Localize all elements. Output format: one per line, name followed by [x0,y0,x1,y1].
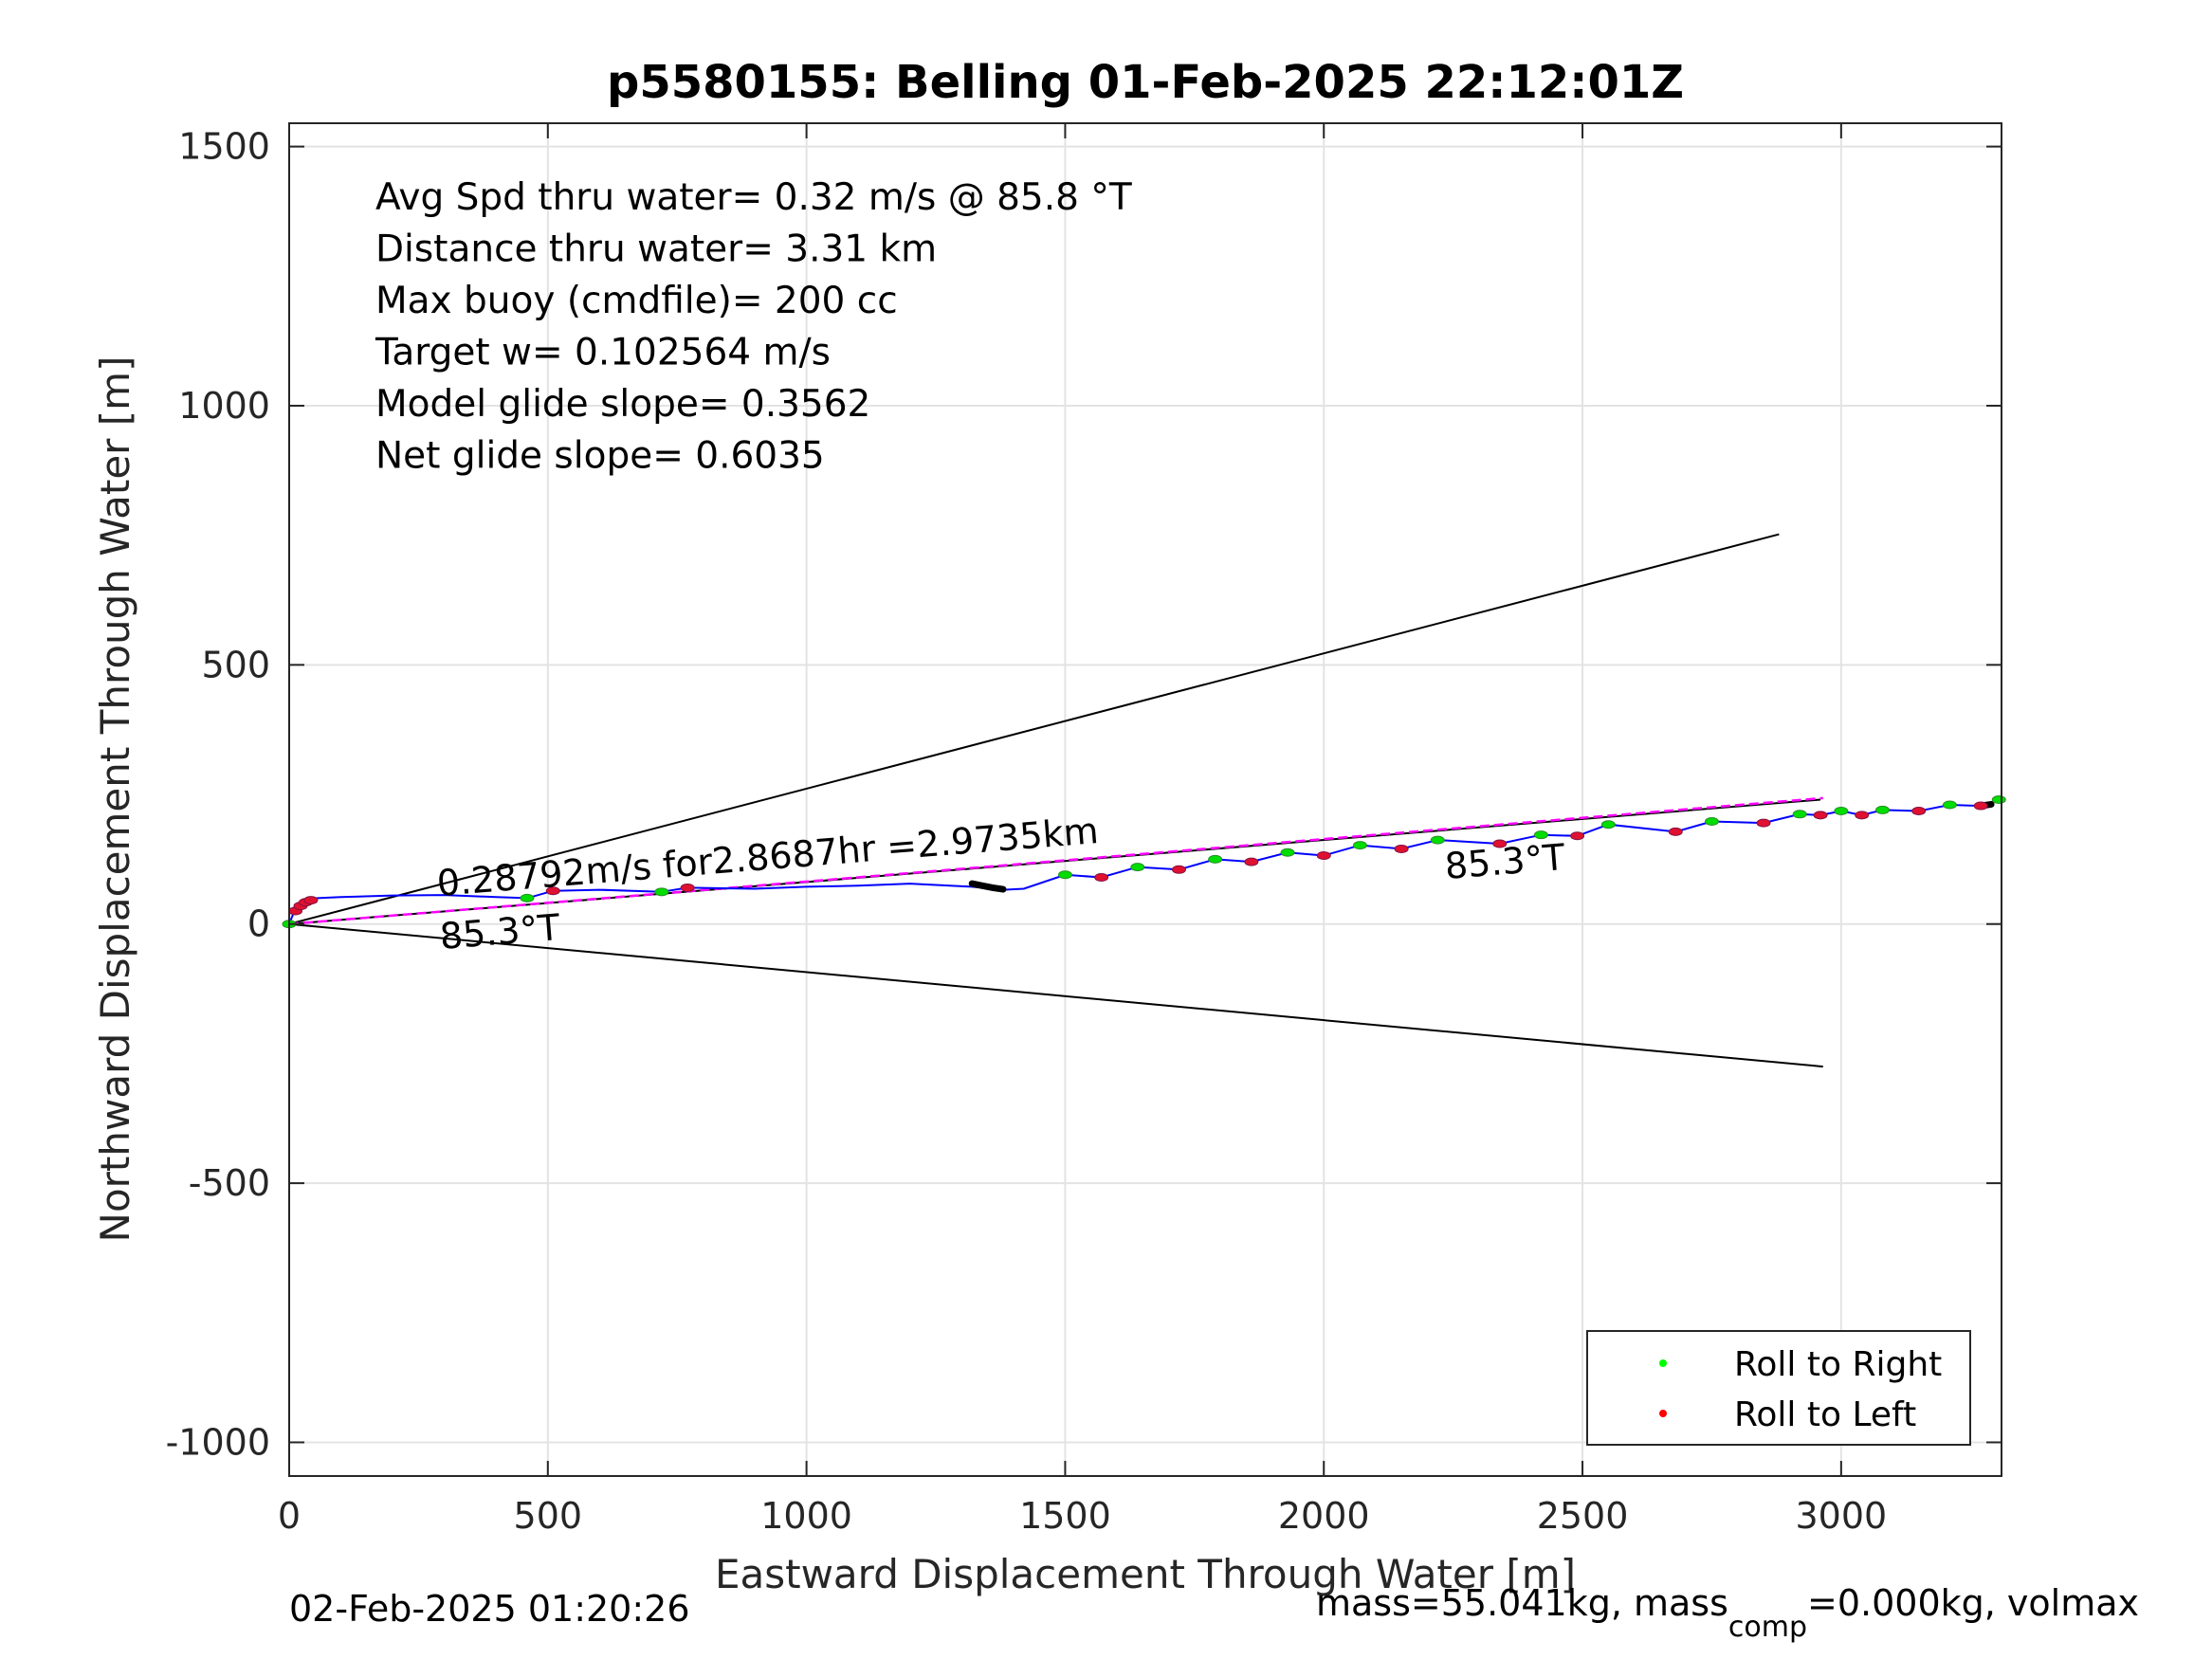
roll-right-point [1208,854,1223,864]
footer-timestamp: 02-Feb-2025 01:20:26 [289,1588,690,1630]
x-tick-label: 0 [278,1495,301,1537]
ticks: 0 500 1000 1500 2000 2500 3000 -1000 -500 0 500 100… [166,123,2002,1537]
roll-right-point [1430,835,1445,845]
roll-left-point [680,883,695,892]
roll-left-point [303,896,319,905]
y-tick-label: -500 [189,1162,270,1204]
mass-text-b: =0.000kg, volmax [1807,1582,2140,1624]
x-tick-label: 3000 [1795,1495,1887,1537]
roll-right-point [1991,795,2006,804]
roll-left-point [545,886,560,896]
heading-label-left: 85.3°T [438,906,562,957]
roll-left-point [1668,827,1683,836]
reference-line [288,533,1780,925]
grid [288,123,2002,1476]
x-tick-label: 2500 [1537,1495,1629,1537]
y-tick-label: 0 [247,903,270,945]
footer-mass: mass=55.041kg, masscomp=0.000kg, volmax [1316,1582,2140,1644]
y-tick-label: 1500 [178,126,270,168]
roll-left-point [1756,818,1771,828]
roll-right-point [1280,848,1295,857]
roll-left-point [1570,831,1585,841]
x-axis-label: Eastward Displacement Through Water [m] [715,1551,1576,1597]
stats-line: Net glide slope= 0.6035 [375,435,825,478]
roll-right-point [1600,820,1616,830]
legend: Roll to Right Roll to Left [1586,1330,1971,1446]
roll-right-point [1533,830,1548,840]
bold-segment [968,880,1007,893]
legend-box [1586,1330,1971,1446]
roll-right-point [654,887,669,897]
roll-left-point [1973,801,1988,811]
roll-left-point [1316,851,1331,861]
y-tick-label: -1000 [166,1421,270,1463]
stats-line: Max buoy (cmdfile)= 200 cc [375,280,898,322]
roll-right-point [1875,805,1891,814]
x-tick-label: 500 [514,1495,583,1537]
stats-block: Avg Spd thru water= 0.32 m/s @ 85.8 °T Di… [375,176,1132,478]
legend-marker-roll-right [1659,1359,1667,1367]
roll-left-point [1171,865,1186,874]
roll-left-point [1094,873,1109,883]
stats-line: Model glide slope= 0.3562 [375,383,870,426]
y-tick-label: 1000 [178,385,270,427]
roll-right-point [1834,807,1849,816]
roll-right-point [1942,800,1957,810]
x-tick-label: 2000 [1278,1495,1370,1537]
mass-text-a: mass=55.041kg, mass [1316,1582,1728,1624]
roll-left-point [1855,811,1870,820]
plot-area [289,123,2002,1476]
roll-right-point [1704,816,1719,826]
chart-title: p5580155: Belling 01-Feb-2025 22:12:01Z [607,56,1684,109]
y-tick-label: 500 [201,644,270,685]
legend-label-roll-right: Roll to Right [1734,1345,1942,1384]
legend-label-roll-left: Roll to Left [1734,1395,1916,1434]
stats-line: Avg Spd thru water= 0.32 m/s @ 85.8 °T [375,176,1132,219]
roll-right-point [520,893,535,902]
roll-right-point [1352,841,1367,850]
roll-right-point [1130,863,1145,872]
roll-right-point [1057,870,1072,880]
stats-line: Distance thru water= 3.31 km [375,228,937,271]
y-axis-label: Northward Displacement Through Water [m] [92,356,138,1243]
net-line [288,796,1823,925]
legend-marker-roll-left [1659,1410,1667,1417]
roll-left-point [1244,857,1259,866]
stats-line: Target w= 0.102564 m/s [375,332,831,374]
roll-left-point [1492,839,1508,848]
x-tick-label: 1000 [760,1495,852,1537]
roll-left-point [1394,844,1409,853]
axes-box [288,122,2002,1477]
mass-subscript: comp [1728,1611,1808,1644]
heading-label-right: 85.3°T [1443,836,1567,887]
x-tick-label: 1500 [1019,1495,1111,1537]
roll-left-point [1813,811,1828,820]
roll-left-point [1911,807,1927,816]
reference-line [288,922,1823,1068]
roll-right-point [1792,810,1807,819]
series-layer [282,533,2006,1068]
